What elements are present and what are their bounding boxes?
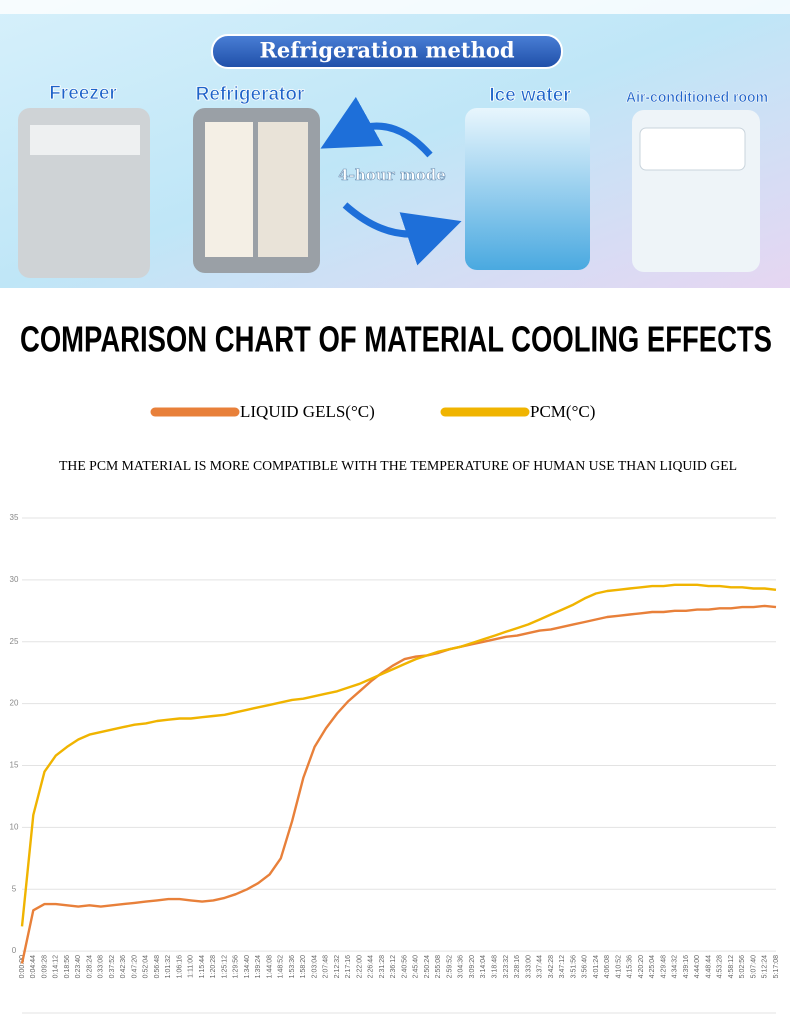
legend-label: PCM(°C) <box>530 402 595 421</box>
x-tick-label: 3:33:00 <box>525 955 532 978</box>
x-tick-label: 4:15:36 <box>627 955 634 978</box>
x-tick-label: 5:17:08 <box>773 955 780 978</box>
method-label: Air-conditioned room <box>626 89 768 106</box>
x-tick-label: 1:58:20 <box>300 955 307 978</box>
mode-label: 4-hour mode <box>338 166 446 184</box>
x-tick-label: 4:58:12 <box>728 955 735 978</box>
x-tick-label: 4:44:00 <box>694 955 701 978</box>
x-tick-label: 4:25:04 <box>649 955 656 978</box>
x-tick-label: 1:48:52 <box>278 955 285 978</box>
x-tick-label: 2:50:24 <box>424 955 431 978</box>
method-label: Freezer <box>49 83 117 104</box>
x-tick-label: 2:07:48 <box>323 955 330 978</box>
x-tick-label: 0:18:56 <box>64 955 71 978</box>
x-tick-label: 4:34:32 <box>672 955 679 978</box>
y-tick-label: 10 <box>10 822 19 831</box>
y-tick-label: 35 <box>10 513 19 522</box>
x-tick-label: 0:04:44 <box>30 955 37 978</box>
x-tick-label: 1:34:40 <box>244 955 251 978</box>
x-tick-label: 4:20:20 <box>638 955 645 978</box>
x-tick-label: 4:48:44 <box>705 955 712 978</box>
x-tick-label: 2:12:32 <box>334 955 341 978</box>
x-tick-label: 5:02:56 <box>739 955 746 978</box>
banner-title: Refrigeration method <box>259 38 514 63</box>
arrow <box>320 96 433 158</box>
x-tick-label: 0:23:40 <box>75 955 82 978</box>
x-tick-label: 0:28:24 <box>86 955 93 978</box>
x-tick-label: 2:40:56 <box>401 955 408 978</box>
x-tick-label: 3:47:12 <box>559 955 566 978</box>
x-tick-label: 0:14:12 <box>53 955 60 978</box>
arrow <box>342 202 462 266</box>
x-tick-label: 2:55:08 <box>435 955 442 978</box>
snow-edge <box>0 0 790 14</box>
x-tick-label: 3:56:40 <box>582 955 589 978</box>
x-tick-label: 4:39:16 <box>683 955 690 978</box>
x-tick-label: 1:11:00 <box>188 955 195 978</box>
x-tick-label: 1:53:36 <box>289 955 296 978</box>
x-tick-label: 1:20:28 <box>210 955 217 978</box>
x-tick-label: 1:44:08 <box>266 955 273 978</box>
x-tick-label: 5:12:24 <box>762 955 769 978</box>
x-tick-label: 3:23:32 <box>503 955 510 978</box>
x-tick-label: 3:14:04 <box>480 955 487 978</box>
title-pill <box>211 34 563 69</box>
y-tick-label: 20 <box>10 699 19 708</box>
x-tick-label: 2:03:04 <box>311 955 318 978</box>
x-tick-label: 0:00:00 <box>19 955 26 978</box>
x-tick-label: 0:47:20 <box>131 955 138 978</box>
x-tick-label: 2:22:00 <box>356 955 363 978</box>
ac-unit <box>639 127 746 171</box>
x-tick-label: 1:01:32 <box>165 955 172 978</box>
x-tick-label: 1:29:56 <box>233 955 240 978</box>
legend-label: LIQUID GELS(°C) <box>240 402 375 421</box>
x-tick-label: 4:10:52 <box>615 955 622 978</box>
x-tick-label: 4:01:24 <box>593 955 600 978</box>
x-tick-label: 3:09:20 <box>469 955 476 978</box>
x-tick-label: 2:17:16 <box>345 955 352 978</box>
x-tick-label: 3:18:48 <box>492 955 499 978</box>
x-tick-label: 4:29:48 <box>660 955 667 978</box>
x-tick-label: 1:39:24 <box>255 955 262 978</box>
x-tick-label: 4:06:08 <box>604 955 611 978</box>
x-tick-label: 2:45:40 <box>413 955 420 978</box>
banner: Refrigeration method 4-hour mode Freezer… <box>0 0 790 288</box>
x-tick-label: 2:26:44 <box>368 955 375 978</box>
ice-photo <box>465 108 590 270</box>
method-label: Refrigerator <box>196 84 305 105</box>
x-tick-label: 3:37:44 <box>537 955 544 978</box>
x-tick-label: 1:25:12 <box>221 955 228 978</box>
x-tick-label: 0:33:08 <box>98 955 105 978</box>
y-tick-label: 25 <box>10 637 19 646</box>
x-tick-label: 3:28:16 <box>514 955 521 978</box>
x-tick-label: 0:56:48 <box>154 955 161 978</box>
fridge-shelf <box>205 122 253 257</box>
x-tick-label: 0:09:28 <box>41 955 48 978</box>
method-label: Ice water <box>489 85 571 106</box>
x-tick-label: 3:51:56 <box>570 955 577 978</box>
series-line <box>20 604 777 964</box>
x-tick-label: 2:59:52 <box>446 955 453 978</box>
x-tick-label: 4:53:28 <box>717 955 724 978</box>
y-tick-label: 0 <box>12 946 17 955</box>
x-tick-label: 3:42:28 <box>548 955 555 978</box>
x-tick-label: 3:04:36 <box>458 955 465 978</box>
x-tick-label: 2:36:12 <box>390 955 397 978</box>
x-tick-label: 2:31:28 <box>379 955 386 978</box>
freezer-unit <box>30 125 140 155</box>
y-tick-label: 15 <box>10 761 19 770</box>
chart-title: COMPARISON CHART OF MATERIAL COOLING EFF… <box>20 319 772 360</box>
y-tick-label: 30 <box>10 575 19 584</box>
series-line <box>20 583 777 927</box>
x-tick-label: 0:37:52 <box>109 955 116 978</box>
x-tick-label: 5:07:40 <box>750 955 757 978</box>
chart-subtitle: THE PCM MATERIAL IS MORE COMPATIBLE WITH… <box>59 459 737 474</box>
x-tick-label: 0:52:04 <box>143 955 150 978</box>
x-tick-label: 1:15:44 <box>199 955 206 978</box>
y-tick-label: 5 <box>12 884 17 893</box>
fridge-shelf <box>258 122 308 257</box>
x-tick-label: 0:42:36 <box>120 955 127 978</box>
x-tick-label: 1:06:16 <box>176 955 183 978</box>
